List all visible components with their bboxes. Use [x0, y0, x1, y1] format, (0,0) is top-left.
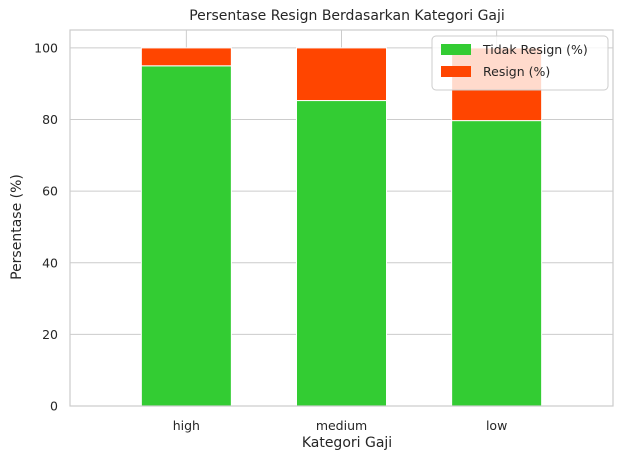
y-tick-label: 20 [42, 327, 58, 342]
legend: Tidak Resign (%) Resign (%) [431, 35, 609, 91]
legend-swatch [441, 66, 471, 77]
legend-label: Tidak Resign (%) [482, 42, 588, 57]
plot-area: 0 20 40 60 80 100 high medium low [34, 29, 614, 433]
x-tick-label: medium [316, 418, 367, 433]
bar-high-tidak-resign [140, 65, 232, 407]
bar-medium-resign [296, 47, 387, 102]
y-axis-label: Persentase (%) [9, 174, 25, 280]
legend-box [431, 35, 609, 91]
legend-label: Resign (%) [483, 64, 550, 79]
y-tick-label: 60 [42, 184, 58, 199]
y-tick-label: 40 [42, 255, 58, 270]
bar-medium-tidak-resign [296, 100, 387, 407]
y-tick-label: 0 [50, 399, 58, 414]
x-axis-label: Kategori Gaji [302, 435, 392, 451]
x-tick-label: high [173, 418, 200, 433]
bar-low-tidak-resign [451, 120, 543, 407]
x-tick-label: low [486, 418, 507, 433]
y-tick-label: 80 [42, 112, 58, 127]
legend-swatch [441, 44, 471, 55]
plot-frame [69, 29, 614, 407]
y-tick-label: 100 [34, 40, 58, 55]
bar-high-resign [140, 47, 232, 67]
chart-title: Persentase Resign Berdasarkan Kategori G… [189, 8, 505, 24]
